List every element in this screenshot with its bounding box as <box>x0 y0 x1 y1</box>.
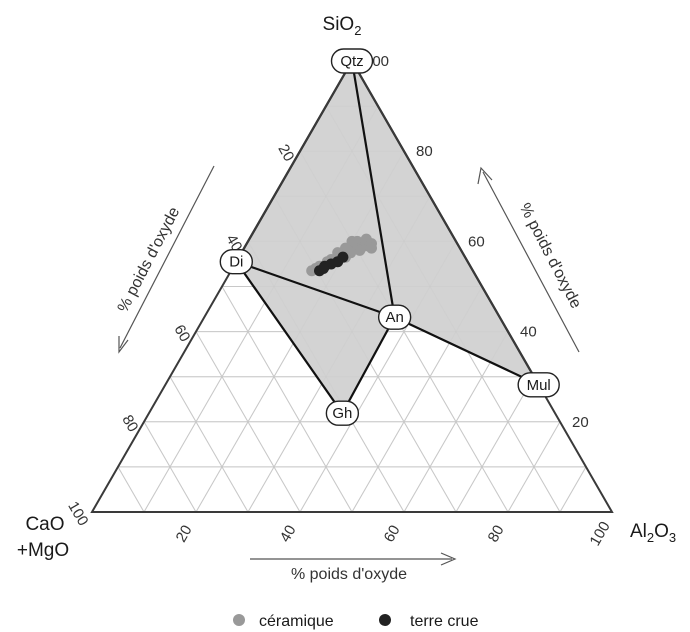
tie-line-di-an <box>235 260 396 319</box>
grid-line <box>559 466 587 513</box>
tie-line-gh-an <box>341 316 396 414</box>
quartz-mullite-diopside-field <box>236 61 539 414</box>
data-points <box>306 233 377 277</box>
left-axis-arrow <box>118 165 215 354</box>
grid-line <box>247 241 405 513</box>
phase-label-mul: Mul <box>527 377 551 394</box>
phase-mul: Mul <box>517 372 560 398</box>
grid-line <box>143 105 379 513</box>
apex-label-cao: CaO <box>25 514 64 535</box>
tick-bottom-80: 80 <box>485 522 508 545</box>
grid-line <box>195 331 301 513</box>
tie-line-di-gh <box>235 261 344 414</box>
tick-left-20: 20 <box>274 141 297 164</box>
grid-line <box>351 286 483 513</box>
phase-box-gh <box>325 400 360 426</box>
phase-box-qtz <box>330 48 374 74</box>
apex-label-mgo: +MgO <box>17 540 69 561</box>
grid-line <box>143 421 197 513</box>
tick-right-80: 80 <box>416 143 433 160</box>
grid-line <box>299 150 509 513</box>
legend-swatch-terre-crue <box>379 614 391 626</box>
phase-label-qtz: Qtz <box>340 53 363 70</box>
grid-line <box>143 421 197 513</box>
grid-line <box>507 421 561 513</box>
tick-left-80: 80 <box>118 412 141 435</box>
grid-line <box>221 286 353 513</box>
phase-box-di <box>219 248 254 275</box>
point-ceramique <box>366 242 377 254</box>
phase-di: Di <box>219 248 254 275</box>
right-axis-arrow <box>477 166 580 353</box>
triangle-outline <box>90 58 614 513</box>
tick-bottom-60: 60 <box>381 522 404 545</box>
point-ceramique <box>306 265 318 277</box>
apex-label-sio2: SiO2 <box>323 14 362 38</box>
grid-line <box>507 421 561 513</box>
phase-labels: Qtz Di An Mul Gh <box>219 48 560 426</box>
phase-label-di: Di <box>229 254 243 271</box>
tick-bottom-40: 40 <box>277 522 300 545</box>
grid-line <box>325 105 561 513</box>
grid-line <box>195 331 301 513</box>
grid-line <box>221 286 353 513</box>
tick-left-60: 60 <box>170 322 193 345</box>
legend-swatch-ceramique <box>233 614 245 626</box>
grid-line <box>117 466 145 513</box>
legend-label-ceramique: céramique <box>259 613 334 630</box>
tick-right-20: 20 <box>572 414 589 431</box>
grid-line <box>195 150 405 513</box>
phase-an: An <box>377 304 412 330</box>
grid-line <box>169 376 249 513</box>
tick-right-40: 40 <box>520 324 537 341</box>
tick-bottom-100: 100 <box>586 519 613 549</box>
grid-line <box>455 376 535 513</box>
bottom-axis-caption: % poids d'oxyde <box>291 566 407 583</box>
grid-line <box>117 466 145 513</box>
phase-qtz: Qtz <box>330 48 374 74</box>
point-terre-crue <box>314 265 325 277</box>
phase-box-mul <box>517 372 560 398</box>
grid-line <box>273 196 457 513</box>
grid-lines-over-field <box>117 105 587 513</box>
grid-line <box>559 466 587 513</box>
phase-label-an: An <box>385 309 403 326</box>
grid-line <box>169 376 249 513</box>
tick-right-60: 60 <box>468 233 485 250</box>
apex-label-al2o3: Al2O3 <box>630 521 676 545</box>
tie-line-qtz-an <box>350 60 396 318</box>
right-axis-caption: % poids d'oxyde <box>516 201 585 312</box>
left-axis-caption: % poids d'oxyde <box>115 204 184 315</box>
legend: céramique terre crue <box>233 613 479 630</box>
grid-line <box>299 241 457 513</box>
tick-left-100: 100 <box>64 499 91 529</box>
phase-label-gh: Gh <box>332 405 352 422</box>
tie-line-an-mul <box>394 316 540 386</box>
legend-label-terre-crue: terre crue <box>410 613 479 630</box>
phase-box-an <box>377 304 412 330</box>
bottom-axis-arrow <box>250 552 457 566</box>
grid-line <box>247 196 431 513</box>
grid-line <box>455 376 535 513</box>
tick-bottom-20: 20 <box>173 522 196 545</box>
phase-gh: Gh <box>325 400 360 426</box>
tick-left-40: 40 <box>222 232 245 255</box>
